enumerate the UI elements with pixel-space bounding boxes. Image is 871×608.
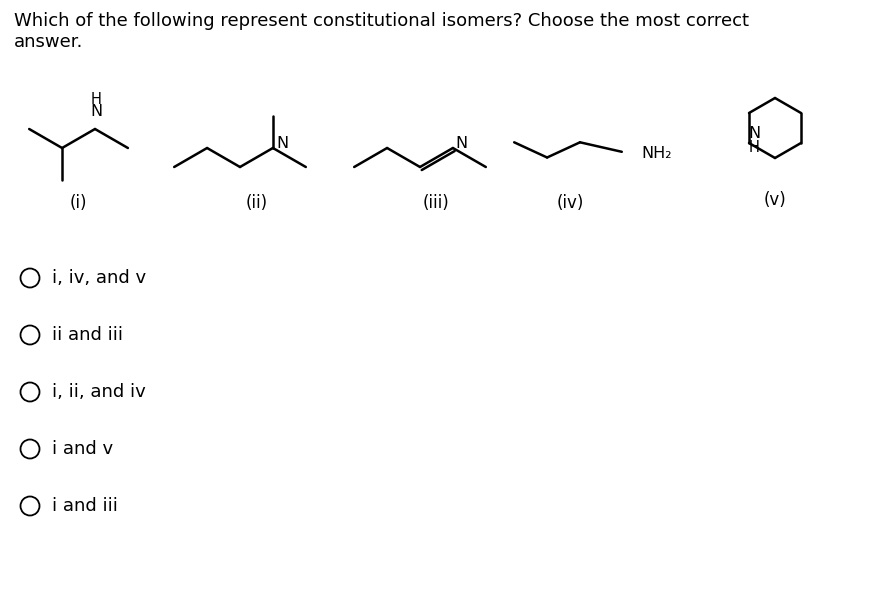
Text: (iii): (iii) bbox=[423, 194, 449, 212]
Text: ii and iii: ii and iii bbox=[52, 326, 123, 344]
Text: i and iii: i and iii bbox=[52, 497, 118, 515]
Text: NH₂: NH₂ bbox=[642, 147, 672, 161]
Text: H: H bbox=[748, 140, 760, 156]
Text: i and v: i and v bbox=[52, 440, 113, 458]
Text: i, iv, and v: i, iv, and v bbox=[52, 269, 146, 287]
Text: N: N bbox=[456, 136, 468, 151]
Text: H: H bbox=[91, 91, 101, 106]
Text: (ii): (ii) bbox=[246, 194, 267, 212]
Text: (iv): (iv) bbox=[557, 194, 584, 212]
Text: (v): (v) bbox=[764, 191, 787, 209]
Text: N: N bbox=[90, 105, 102, 120]
Text: N: N bbox=[748, 125, 760, 140]
Text: N: N bbox=[277, 137, 289, 151]
Text: Which of the following represent constitutional isomers? Choose the most correct: Which of the following represent constit… bbox=[14, 12, 749, 51]
Text: (i): (i) bbox=[70, 194, 87, 212]
Text: i, ii, and iv: i, ii, and iv bbox=[52, 383, 145, 401]
